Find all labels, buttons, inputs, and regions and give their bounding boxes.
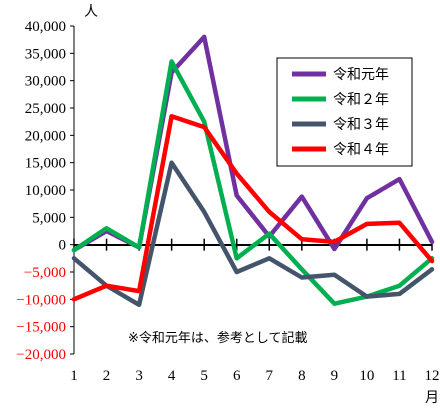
legend-label: 令和４年 xyxy=(333,142,389,158)
legend-label: 令和元年 xyxy=(333,67,389,83)
series-layer xyxy=(71,34,435,308)
x-tick-label: 10 xyxy=(359,368,374,384)
y-tick-label: −5,000 xyxy=(24,265,66,281)
legend-label: 令和３年 xyxy=(333,117,389,133)
x-tick-label: 3 xyxy=(135,368,143,384)
x-tick-label: 12 xyxy=(425,368,440,384)
y-tick-label: 25,000 xyxy=(25,101,66,117)
x-tick-label: 9 xyxy=(331,368,339,384)
y-tick-label: −10,000 xyxy=(16,292,66,308)
x-tick-label: 7 xyxy=(266,368,274,384)
y-tick-label: 35,000 xyxy=(25,46,66,62)
x-tick-label: 2 xyxy=(103,368,111,384)
x-tick-label: 5 xyxy=(200,368,208,384)
legend-label: 令和２年 xyxy=(333,92,389,108)
x-tick-label: 6 xyxy=(233,368,241,384)
y-axis-ticks: 40,000 35,000 30,000 25,000 20,000 15,000 10,0… xyxy=(16,19,74,363)
x-tick-label: 1 xyxy=(70,368,78,384)
y-tick-label: 10,000 xyxy=(25,183,66,199)
y-tick-label: −20,000 xyxy=(16,347,66,363)
y-axis-unit: 人 xyxy=(84,4,98,20)
y-tick-label: −15,000 xyxy=(16,320,66,336)
series-line xyxy=(71,160,435,308)
y-tick-label: 20,000 xyxy=(25,128,66,144)
x-axis-ticks: 1 2 3 4 5 6 7 8 9 10 11 12 xyxy=(70,238,440,384)
y-tick-label: 15,000 xyxy=(25,156,66,172)
x-tick-label: 8 xyxy=(298,368,306,384)
series-line xyxy=(71,113,435,302)
y-tick-label: 5,000 xyxy=(32,210,66,226)
x-tick-label: 11 xyxy=(392,368,406,384)
annotation-note: ※令和元年は、参考として記載 xyxy=(128,330,308,346)
x-tick-label: 4 xyxy=(168,368,176,384)
x-axis-unit: 月 xyxy=(425,390,439,406)
y-tick-label: 40,000 xyxy=(25,19,66,35)
y-tick-label: 0 xyxy=(59,238,67,254)
y-tick-label: 30,000 xyxy=(25,74,66,90)
